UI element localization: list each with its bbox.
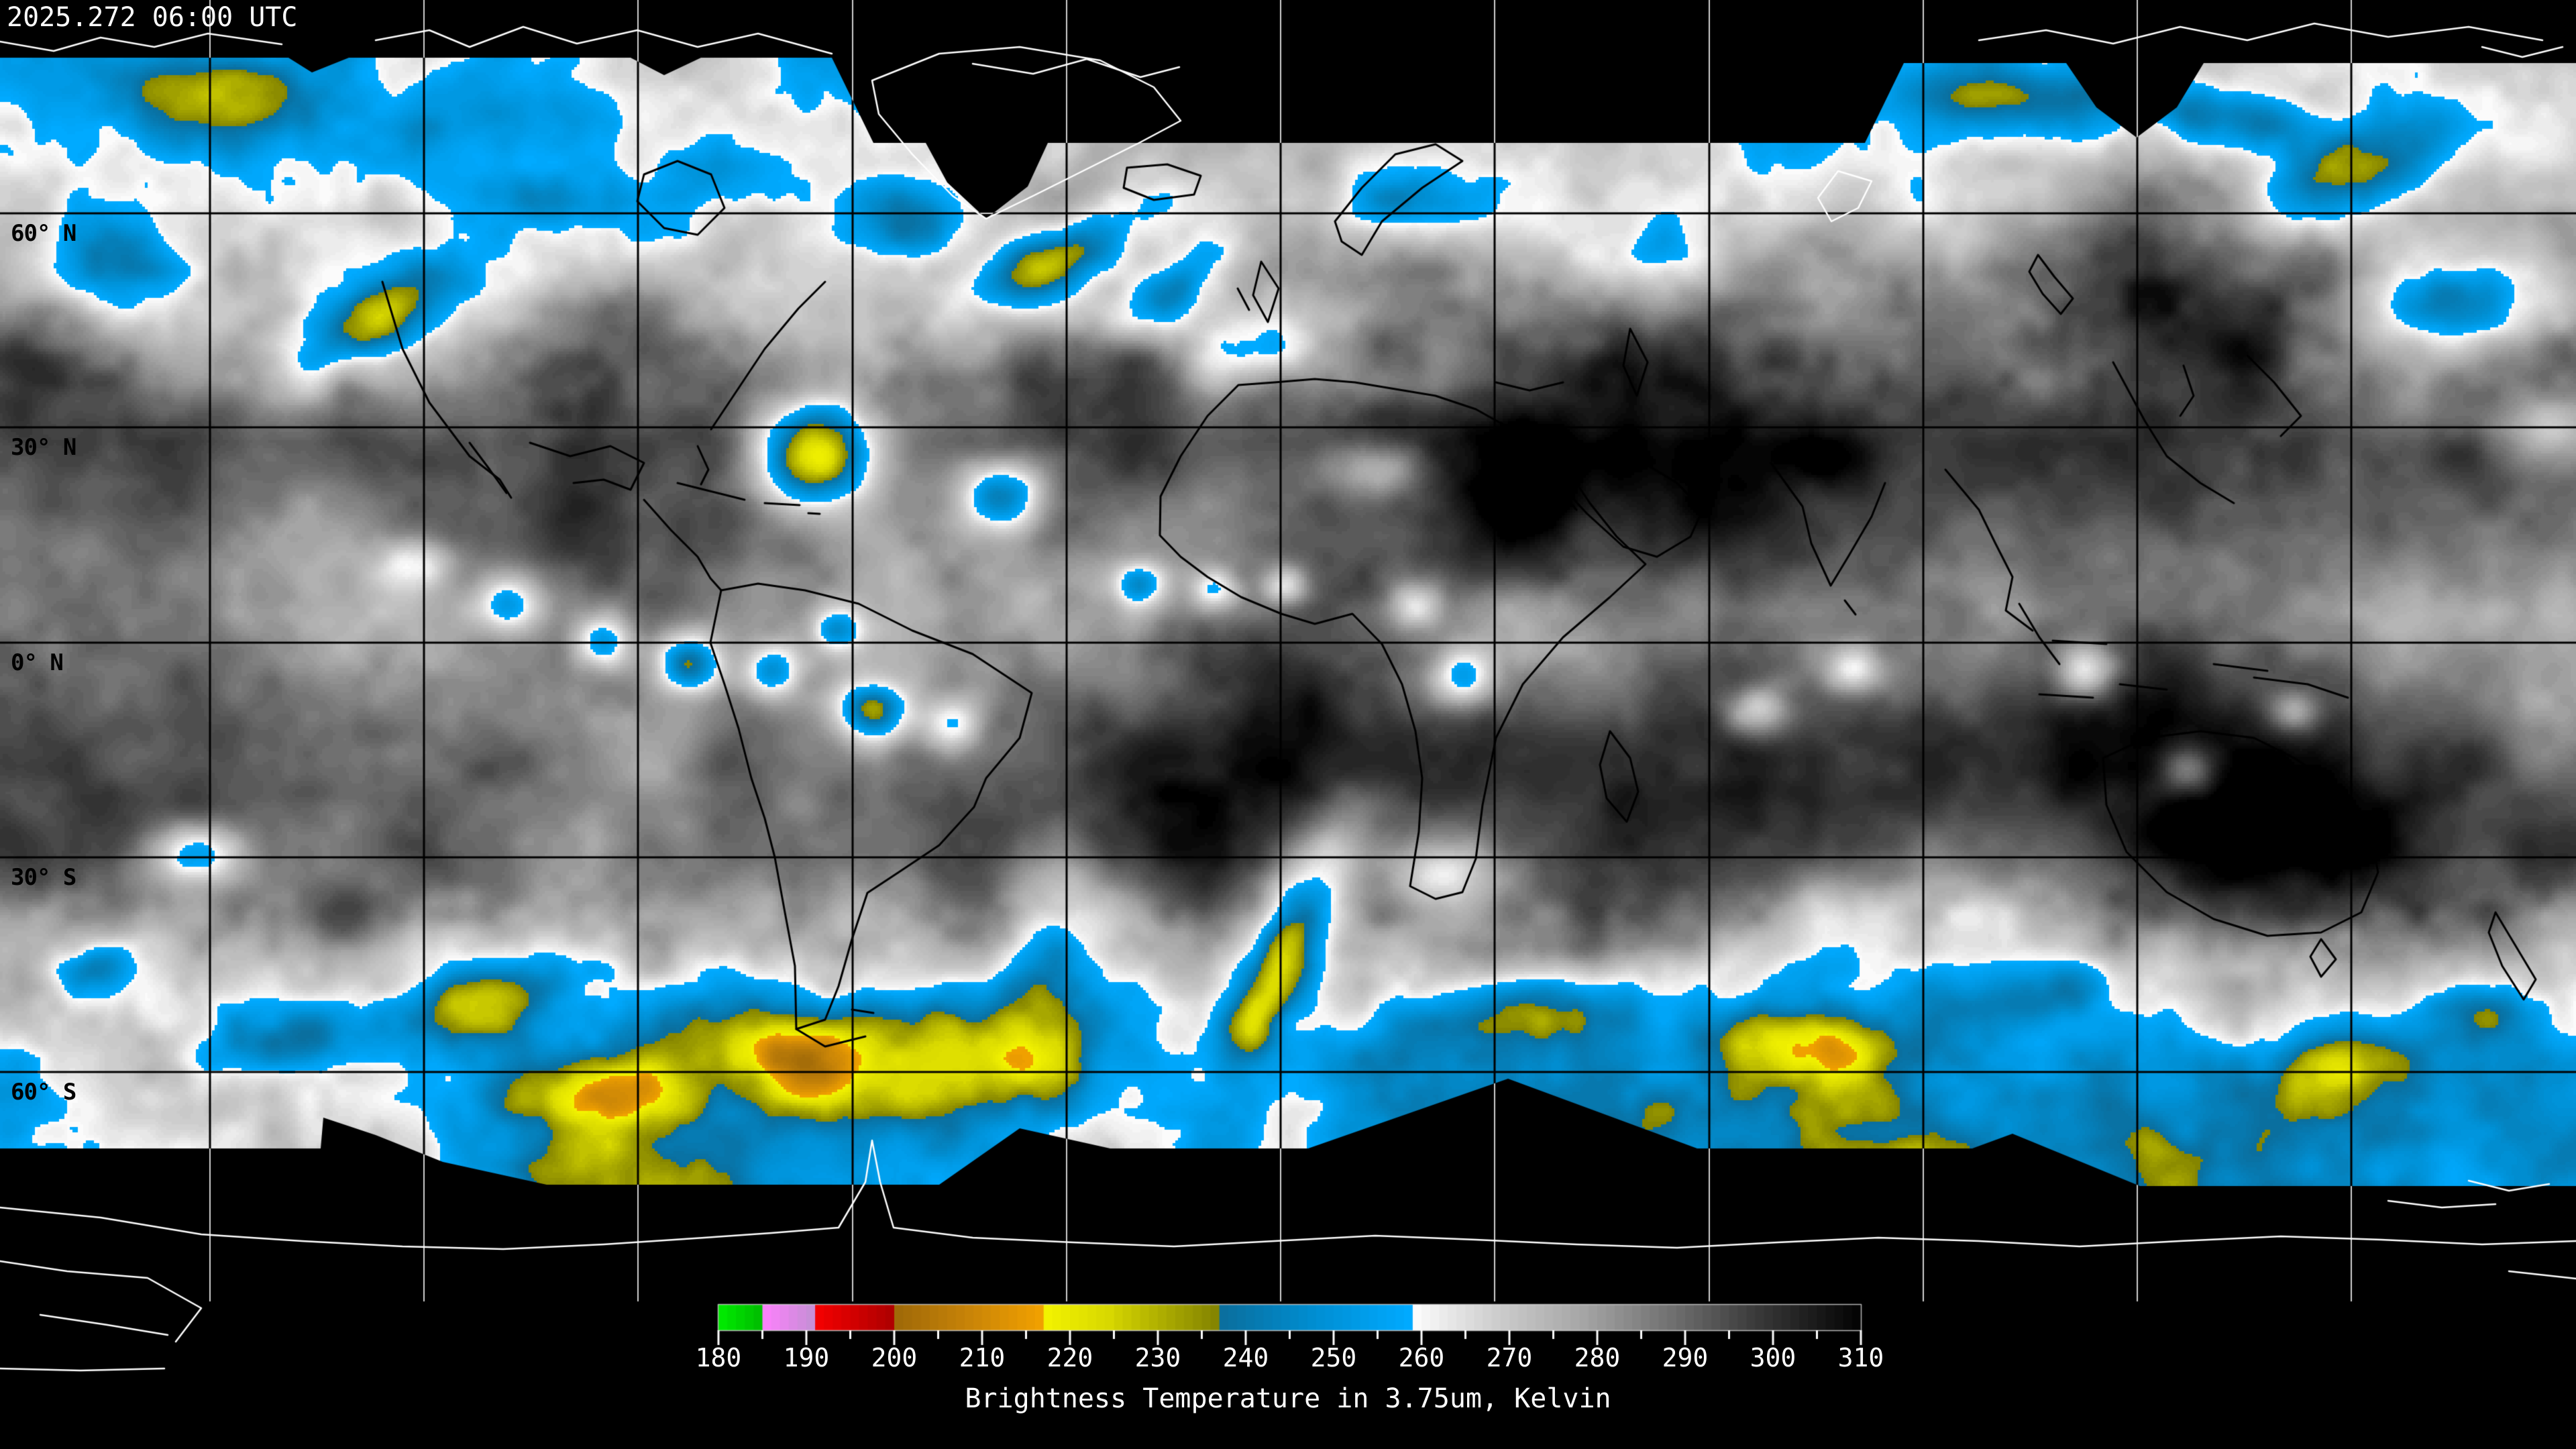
latitude-label: 60° S bbox=[11, 1079, 76, 1106]
colorbar-tick-label: 270 bbox=[1486, 1343, 1533, 1373]
colorbar-tick-label: 260 bbox=[1398, 1343, 1445, 1373]
colorbar-tick-label: 220 bbox=[1046, 1343, 1093, 1373]
colorbar-tick-label: 280 bbox=[1574, 1343, 1621, 1373]
latitude-label: 60° N bbox=[11, 220, 76, 247]
latitude-label: 0° N bbox=[11, 649, 64, 676]
latitude-label: 30° N bbox=[11, 434, 76, 461]
colorbar-tick-label: 180 bbox=[695, 1343, 742, 1373]
colorbar-tick-label: 290 bbox=[1662, 1343, 1709, 1373]
colorbar-tick-label: 250 bbox=[1310, 1343, 1357, 1373]
colorbar-tick-label: 200 bbox=[871, 1343, 918, 1373]
colorbar-tick-label: 310 bbox=[1837, 1343, 1884, 1373]
colorbar-tick-label: 230 bbox=[1134, 1343, 1181, 1373]
colorbar-tick-label: 190 bbox=[783, 1343, 830, 1373]
colorbar-tick-label: 300 bbox=[1750, 1343, 1796, 1373]
colorbar-tick-label: 240 bbox=[1222, 1343, 1269, 1373]
colorbar-tick-label: 210 bbox=[959, 1343, 1006, 1373]
colorbar-caption: Brightness Temperature in 3.75um, Kelvin bbox=[965, 1383, 1611, 1414]
latitude-label: 30° S bbox=[11, 864, 76, 891]
timestamp: 2025.272 06:00 UTC bbox=[7, 2, 298, 33]
